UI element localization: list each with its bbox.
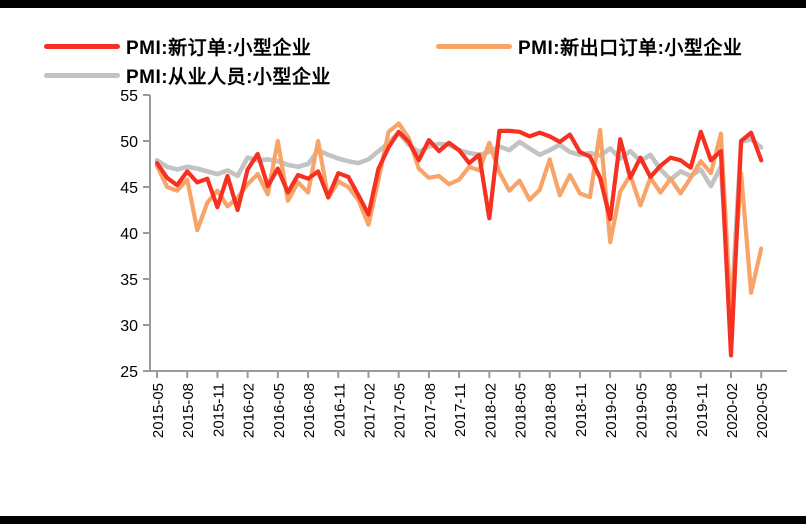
x-axis-label: 2017-08 [422,383,439,438]
x-axis-label: 2017-11 [452,383,469,437]
legend-swatch-new-orders [44,44,120,49]
x-axis-label: 2016-05 [271,383,288,438]
series-line-PMI:新出口订单:小型企业 [154,121,764,318]
axis-lines [149,95,787,372]
y-axis-label: 45 [120,180,138,197]
x-axis-label: 2019-05 [633,383,650,438]
x-axis-label: 2018-11 [573,383,590,437]
legend-item-employment: PMI:从业人员:小型企业 [44,62,331,89]
x-axis-label: 2016-02 [241,383,258,438]
series-line-PMI:新订单:小型企业 [154,128,764,358]
y-axis-label: 25 [120,364,138,381]
x-axis-label: 2015-08 [180,383,197,438]
x-axis-label: 2015-11 [210,383,227,437]
y-axis-label: 30 [120,318,138,335]
x-axis-label: 2016-11 [331,383,348,437]
legend-swatch-employment [44,73,120,78]
x-axis-label: 2018-05 [513,383,530,438]
legend-label-new-orders: PMI:新订单:小型企业 [126,38,312,59]
x-axis-label: 2017-02 [361,383,378,438]
legend-label-new-export-orders: PMI:新出口订单:小型企业 [518,38,743,59]
top-border [0,0,806,8]
y-axis-label: 40 [120,226,138,243]
y-axis-label: 35 [120,272,138,289]
bottom-border [0,516,806,524]
y-axis-label: 50 [120,134,138,151]
x-axis-label: 2019-02 [603,383,620,438]
x-axis-label: 2019-11 [694,383,711,437]
x-axis-label: 2018-02 [482,383,499,438]
legend-swatch-new-export-orders [436,44,512,49]
legend-item-new-orders: PMI:新订单:小型企业 [44,33,311,60]
x-axis-label: 2020-05 [754,383,771,438]
legend-item-new-export-orders: PMI:新出口订单:小型企业 [436,33,742,60]
x-axis-label: 2017-05 [392,383,409,438]
y-axis-label: 55 [120,88,138,105]
x-axis-label: 2020-02 [724,383,741,438]
x-axis-label: 2016-08 [301,383,318,438]
x-axis-label: 2015-05 [150,383,167,438]
x-axis-label: 2018-08 [543,383,560,438]
x-axis-label: 2019-08 [664,383,681,438]
legend-label-employment: PMI:从业人员:小型企业 [126,67,331,88]
